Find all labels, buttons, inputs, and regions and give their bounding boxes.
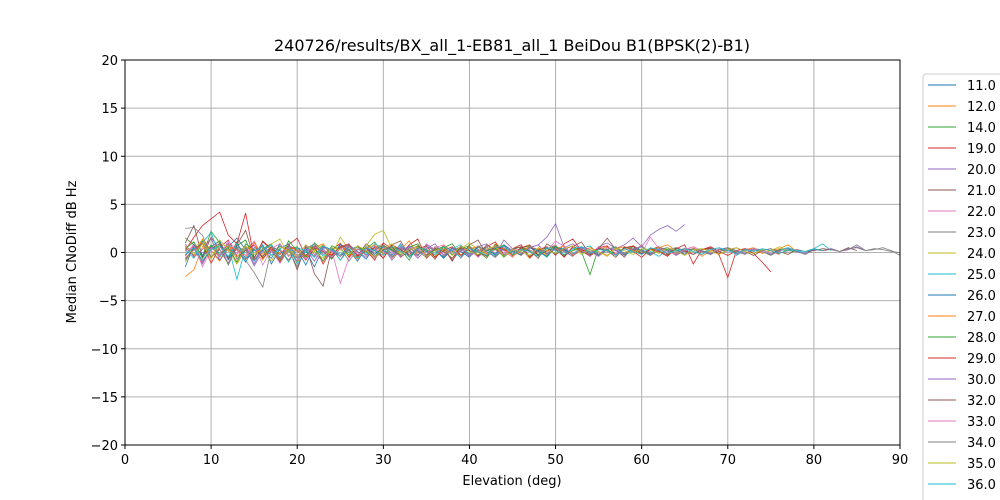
legend-label: 36.0	[967, 478, 996, 493]
x-tick-label: 0	[121, 453, 129, 468]
x-tick-label: 10	[203, 453, 220, 468]
legend-frame	[922, 73, 1000, 500]
x-tick-label: 70	[720, 453, 737, 468]
legend-label: 35.0	[967, 457, 996, 472]
x-tick-label: 60	[633, 453, 650, 468]
y-tick-label: −20	[91, 439, 118, 454]
y-axis-label: Median CNoDiff dB Hz	[65, 180, 80, 323]
x-tick-label: 50	[547, 453, 564, 468]
legend-label: 23.0	[967, 226, 996, 241]
series-line-27.0	[184, 238, 694, 262]
y-tick-label: −15	[91, 391, 118, 406]
y-tick-label: 0	[110, 247, 118, 262]
legend-label: 29.0	[967, 352, 996, 367]
x-tick-label: 20	[289, 453, 306, 468]
legend-label: 30.0	[967, 373, 996, 388]
legend: 11.0 12.0 14.0 19.0 20.0 21.0 22.0 23.0 24.0 25.0…	[922, 73, 1000, 500]
y-tick-label: 10	[101, 150, 118, 165]
legend-label: 25.0	[967, 268, 996, 283]
legend-label: 19.0	[967, 142, 996, 157]
legend-label: 14.0	[967, 121, 996, 136]
legend-label: 11.0	[967, 79, 996, 94]
x-tick-label: 90	[892, 453, 909, 468]
series-line-36.0	[185, 243, 823, 263]
x-tick-label: 40	[461, 453, 478, 468]
legend-label: 32.0	[967, 394, 996, 409]
legend-label: 22.0	[967, 205, 996, 220]
legend-label: 20.0	[967, 163, 996, 178]
x-tick-label: 80	[806, 453, 823, 468]
legend-label: 27.0	[967, 310, 996, 325]
y-tick-label: −10	[91, 343, 118, 358]
legend-label: 34.0	[967, 436, 996, 451]
axis-ticks: 0 10 20 30 40 50 60 70 80 90 −20 −15 −10 −5 0 5 10 15 20	[91, 54, 909, 468]
chart-title: 240726/results/BX_all_1-EB81_all_1 BeiDo…	[274, 36, 750, 56]
legend-label: 26.0	[967, 289, 996, 304]
y-tick-label: −5	[99, 295, 118, 310]
legend-label: 33.0	[967, 415, 996, 430]
legend-label: 12.0	[967, 100, 996, 115]
series-lines	[184, 211, 901, 289]
y-tick-label: 15	[101, 102, 118, 117]
y-tick-label: 20	[101, 54, 118, 69]
legend-label: 21.0	[967, 184, 996, 199]
x-tick-label: 30	[375, 453, 392, 468]
x-axis-label: Elevation (deg)	[462, 474, 561, 489]
y-tick-label: 5	[110, 198, 118, 213]
series-line-35.0	[185, 239, 789, 262]
legend-label: 24.0	[967, 247, 996, 262]
legend-label: 28.0	[967, 331, 996, 346]
